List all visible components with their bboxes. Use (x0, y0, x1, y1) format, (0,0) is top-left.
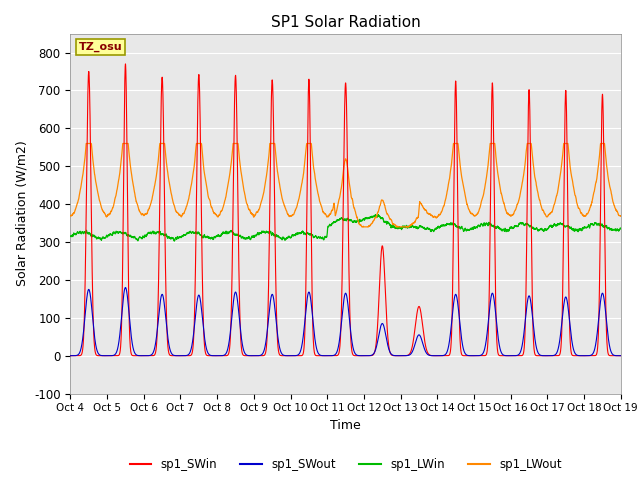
Text: TZ_osu: TZ_osu (79, 42, 122, 52)
X-axis label: Time: Time (330, 419, 361, 432)
Title: SP1 Solar Radiation: SP1 Solar Radiation (271, 15, 420, 30)
Y-axis label: Solar Radiation (W/m2): Solar Radiation (W/m2) (15, 141, 29, 287)
Legend: sp1_SWin, sp1_SWout, sp1_LWin, sp1_LWout: sp1_SWin, sp1_SWout, sp1_LWin, sp1_LWout (125, 454, 566, 476)
